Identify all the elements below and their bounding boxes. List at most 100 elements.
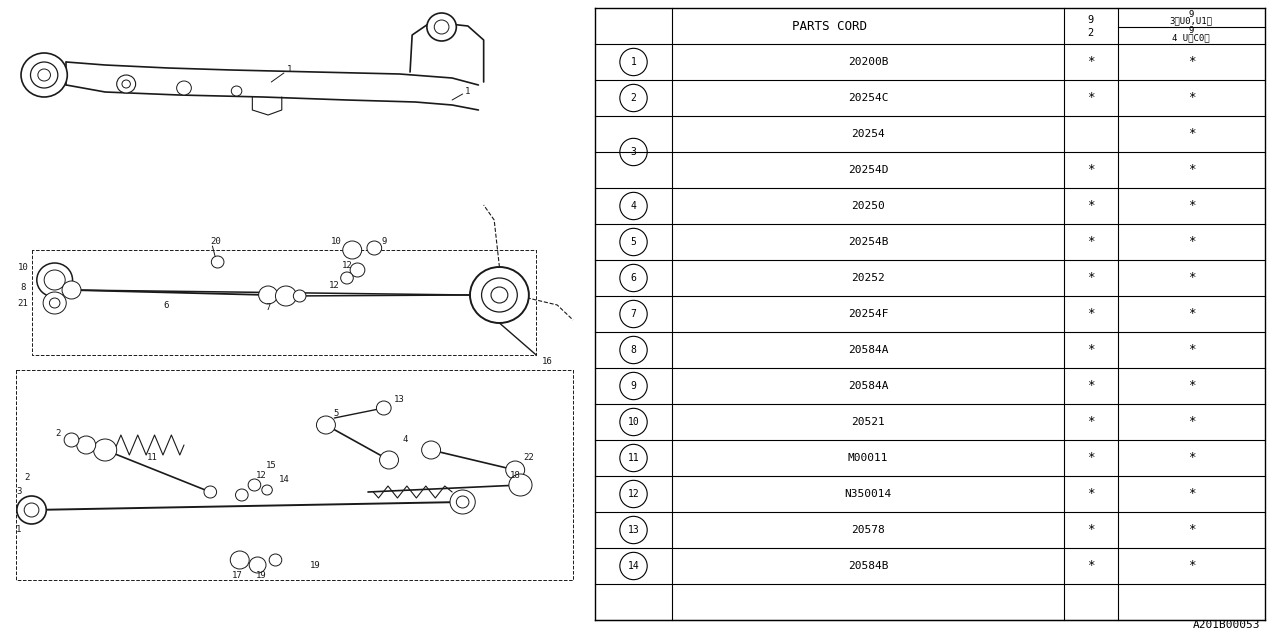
Circle shape [31, 62, 58, 88]
Text: *: * [1087, 415, 1094, 429]
Text: *: * [1188, 56, 1196, 68]
Circle shape [457, 496, 468, 508]
Circle shape [492, 287, 508, 303]
Text: *: * [1188, 344, 1196, 356]
Text: 19: 19 [256, 570, 266, 579]
Text: 1: 1 [465, 88, 471, 97]
Circle shape [262, 485, 273, 495]
Text: 3: 3 [17, 488, 22, 497]
Text: 14: 14 [627, 561, 640, 571]
Circle shape [376, 401, 392, 415]
Circle shape [340, 272, 353, 284]
Text: *: * [1087, 56, 1094, 68]
Circle shape [236, 489, 248, 501]
Circle shape [343, 241, 362, 259]
Text: M00011: M00011 [847, 453, 888, 463]
Text: 9: 9 [1189, 26, 1194, 35]
Text: 4 U〈C0〉: 4 U〈C0〉 [1172, 33, 1210, 42]
Text: *: * [1188, 415, 1196, 429]
Circle shape [177, 81, 192, 95]
Text: 9: 9 [381, 237, 387, 246]
Text: 20521: 20521 [851, 417, 884, 427]
Circle shape [434, 20, 449, 34]
Text: *: * [1188, 307, 1196, 321]
Text: *: * [1087, 163, 1094, 177]
Circle shape [259, 286, 278, 304]
Text: 20254C: 20254C [847, 93, 888, 103]
Text: *: * [1087, 344, 1094, 356]
Circle shape [248, 479, 261, 491]
Text: 10: 10 [18, 262, 28, 271]
Text: 20200B: 20200B [847, 57, 888, 67]
Text: 20254D: 20254D [847, 165, 888, 175]
Circle shape [451, 490, 475, 514]
Circle shape [428, 13, 457, 41]
Text: 8: 8 [631, 345, 636, 355]
Text: *: * [1087, 380, 1094, 392]
Text: 11: 11 [627, 453, 640, 463]
Text: *: * [1087, 524, 1094, 536]
Text: 1: 1 [287, 65, 292, 74]
Text: 20584A: 20584A [847, 345, 888, 355]
Circle shape [421, 441, 440, 459]
Circle shape [380, 451, 398, 469]
Text: 2: 2 [55, 429, 60, 438]
Text: *: * [1087, 236, 1094, 248]
Text: 3〈U0,U1〉: 3〈U0,U1〉 [1170, 17, 1213, 26]
Text: 8: 8 [20, 284, 26, 292]
Circle shape [64, 433, 79, 447]
Text: 6: 6 [631, 273, 636, 283]
Text: 4: 4 [631, 201, 636, 211]
Text: *: * [1188, 127, 1196, 141]
Text: 1: 1 [17, 525, 22, 534]
Circle shape [481, 278, 517, 312]
Text: 20254: 20254 [851, 129, 884, 139]
Text: *: * [1188, 524, 1196, 536]
Circle shape [230, 551, 250, 569]
Text: 17: 17 [232, 570, 243, 579]
Circle shape [61, 281, 81, 299]
Text: 12: 12 [329, 280, 339, 289]
Text: *: * [1087, 559, 1094, 573]
Text: 20584B: 20584B [847, 561, 888, 571]
Text: 20250: 20250 [851, 201, 884, 211]
Text: *: * [1188, 92, 1196, 104]
Text: 3: 3 [631, 147, 636, 157]
Text: N350014: N350014 [845, 489, 892, 499]
Circle shape [116, 75, 136, 93]
Text: 11: 11 [147, 454, 157, 463]
Circle shape [316, 416, 335, 434]
Text: 10: 10 [332, 237, 342, 246]
Circle shape [293, 290, 306, 302]
Text: 2: 2 [631, 93, 636, 103]
Text: 20252: 20252 [851, 273, 884, 283]
Text: A201B00053: A201B00053 [1193, 620, 1260, 630]
Text: 9: 9 [1088, 15, 1094, 24]
Text: *: * [1188, 380, 1196, 392]
Text: 15: 15 [266, 461, 276, 470]
Text: *: * [1087, 92, 1094, 104]
Circle shape [509, 474, 532, 496]
Text: 2: 2 [1088, 28, 1094, 38]
Circle shape [250, 557, 266, 573]
Circle shape [367, 241, 381, 255]
Text: 21: 21 [18, 298, 28, 307]
Text: *: * [1188, 488, 1196, 500]
Circle shape [93, 439, 116, 461]
Text: 16: 16 [541, 358, 552, 367]
Text: 20578: 20578 [851, 525, 884, 535]
Text: 19: 19 [310, 561, 321, 570]
Circle shape [204, 486, 216, 498]
Text: *: * [1188, 200, 1196, 212]
Text: 18: 18 [509, 470, 521, 479]
Text: 5: 5 [334, 408, 339, 417]
Circle shape [37, 263, 73, 297]
Text: 20584A: 20584A [847, 381, 888, 391]
Text: *: * [1087, 488, 1094, 500]
Text: 9: 9 [631, 381, 636, 391]
Circle shape [506, 461, 525, 479]
Circle shape [44, 292, 67, 314]
Text: *: * [1188, 236, 1196, 248]
Text: 7: 7 [265, 303, 271, 312]
Text: *: * [1087, 451, 1094, 465]
